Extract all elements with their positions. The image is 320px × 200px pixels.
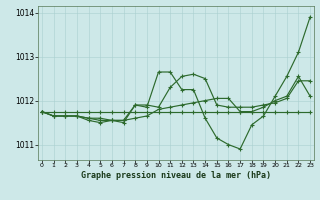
X-axis label: Graphe pression niveau de la mer (hPa): Graphe pression niveau de la mer (hPa)	[81, 171, 271, 180]
